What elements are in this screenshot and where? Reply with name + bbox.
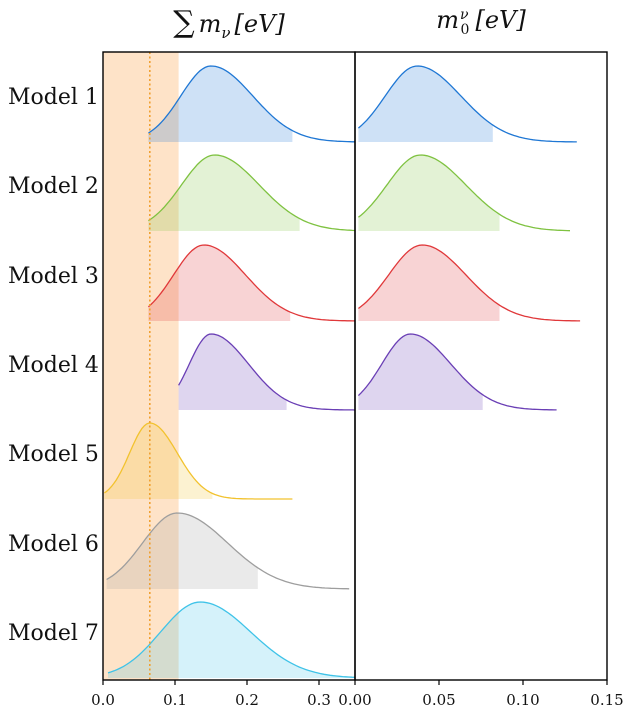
panel1-model3-fill	[148, 245, 291, 321]
panel1-model4-fill	[178, 334, 287, 410]
panel1-model1-fill	[148, 66, 293, 142]
panel2-title: mν 0 [eV]	[436, 6, 526, 38]
panel1-tick-label: 0.0	[91, 691, 115, 709]
panel1-tick-label: 0.2	[235, 691, 259, 709]
plot-area: 0.0 0.1 0.2 0.3 0.00 0.05 0.10 0.15 Model 1 Model…	[8, 5, 624, 709]
row-label-model-2: Model 2	[8, 174, 99, 199]
panel1-model6-fill	[106, 513, 258, 589]
panel1-model2-curve	[148, 154, 356, 232]
panel1-model5-fill	[104, 423, 213, 499]
panel2-tick-label: 0.15	[590, 691, 623, 709]
panel1-model7-curve	[107, 601, 356, 678]
panel2-frame	[354, 51, 608, 681]
panel2-model2-fill	[358, 155, 500, 231]
panel1-model7-fill	[108, 602, 355, 678]
panel1-model5-curve	[104, 422, 293, 500]
panel2-model3-fill	[358, 245, 500, 321]
panel2-model4-curve	[357, 333, 557, 411]
panel2-tick-label: 0.05	[422, 691, 455, 709]
panel1-title: ∑ mν [eV]	[173, 5, 285, 42]
panel2-tick-label: 0.00	[338, 691, 371, 709]
row-label-model-5: Model 5	[8, 442, 99, 467]
panel1-model3-curve	[147, 244, 355, 322]
panel2-model1-fill	[358, 66, 493, 142]
panel2-model3-curve	[358, 244, 581, 322]
panel2-tick-label: 0.10	[506, 691, 539, 709]
panel1-tick-label: 0.3	[307, 691, 331, 709]
panel2-model1-curve	[357, 65, 577, 143]
panel1-tick-label: 0.1	[163, 691, 187, 709]
panel1-model6-curve	[106, 512, 350, 590]
row-label-model-7: Model 7	[8, 621, 99, 646]
row-label-model-4: Model 4	[8, 353, 99, 378]
panel1-model1-curve	[148, 65, 355, 143]
panel2-model2-curve	[357, 154, 571, 232]
row-label-model-3: Model 3	[8, 264, 99, 289]
panel1-model2-fill	[148, 155, 300, 231]
shaded-band	[103, 52, 179, 680]
row-label-model-6: Model 6	[8, 532, 99, 557]
row-label-model-1: Model 1	[8, 85, 99, 110]
panel1-model4-curve	[178, 333, 356, 411]
